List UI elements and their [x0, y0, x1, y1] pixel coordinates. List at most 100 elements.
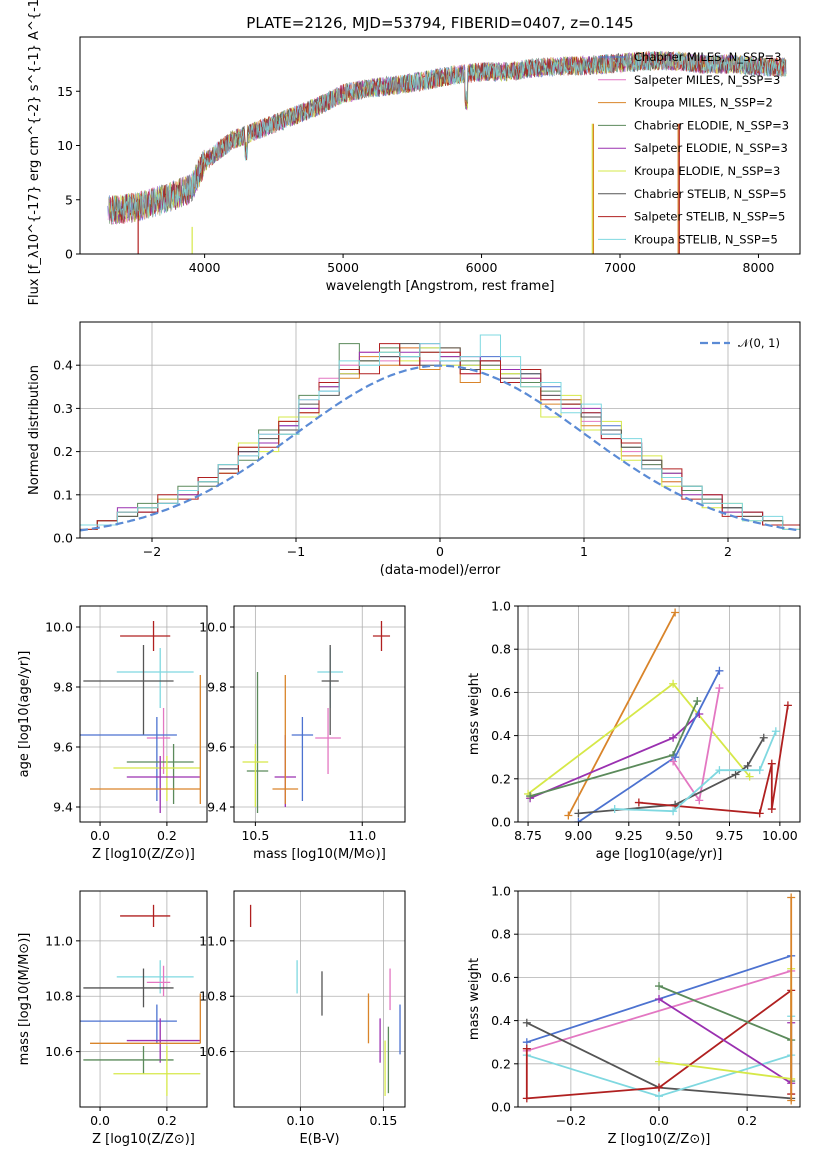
- plus-marker: [787, 1096, 796, 1105]
- axes-frame: [79, 321, 801, 539]
- y-axis-label: mass weight: [467, 673, 482, 755]
- plus-marker: [669, 679, 678, 688]
- plus-marker: [783, 701, 792, 710]
- y-tick-label: 9.4: [207, 800, 227, 815]
- mass-weight-line: [658, 968, 793, 1080]
- legend-label: Kroupa ELODIE, N_SSP=3: [634, 164, 780, 178]
- legend-label: 𝒩(0, 1): [738, 336, 780, 350]
- x-tick-label: 0.10: [286, 1113, 314, 1128]
- y-tick-label: 10.0: [199, 620, 227, 635]
- plus-marker: [767, 805, 776, 814]
- legend-label: Salpeter MILES, N_SSP=3: [634, 73, 780, 87]
- axes-frame: [79, 890, 208, 1108]
- x-tick-label: 2: [724, 544, 732, 559]
- plot-area: [522, 893, 796, 1105]
- x-axis-label: wavelength [Angstrom, rest frame]: [326, 279, 555, 294]
- y-axis-label: age [log10(age/yr)]: [17, 651, 32, 778]
- y-tick-label: 0.8: [491, 642, 511, 657]
- axes-frame: [233, 605, 406, 823]
- plus-marker: [771, 727, 780, 736]
- x-tick-label: 4000: [189, 260, 221, 275]
- x-tick-label: 8.75: [514, 828, 542, 843]
- y-tick-label: 10: [57, 138, 73, 153]
- x-tick-label: 9.25: [615, 828, 643, 843]
- plus-marker: [574, 809, 583, 818]
- y-tick-label: 0.2: [53, 444, 73, 459]
- x-tick-label: −1: [287, 544, 305, 559]
- legend-label: Kroupa MILES, N_SSP=2: [634, 96, 773, 110]
- plus-marker: [731, 770, 740, 779]
- mass-weight-line: [526, 970, 792, 1052]
- z-mass-panel: 0.0 0.2 10.6 10.8 11.0 Z [log10(Z/Z⊙)] mass [l…: [17, 890, 208, 1147]
- plus-marker: [693, 697, 702, 706]
- plot-area: [524, 608, 792, 822]
- plot-area: [80, 904, 201, 1096]
- y-tick-label: 10.8: [45, 989, 73, 1004]
- plot-area: [249, 904, 401, 1096]
- legend-label: Salpeter ELODIE, N_SSP=3: [634, 141, 788, 155]
- y-tick-label: 0.4: [491, 1013, 511, 1028]
- plus-marker: [522, 1044, 531, 1053]
- y-tick-label: 1.0: [491, 599, 511, 614]
- y-tick-label: 0.0: [53, 531, 73, 546]
- y-axis-label: Normed distribution: [27, 365, 42, 495]
- x-tick-label: 9.75: [716, 828, 744, 843]
- x-tick-label: 0: [436, 544, 444, 559]
- chart-title: PLATE=2126, MJD=53794, FIBERID=0407, z=0…: [246, 14, 633, 32]
- histogram-step: [80, 334, 800, 530]
- y-tick-label: 0.4: [491, 728, 511, 743]
- y-tick-label: 0.0: [491, 815, 511, 830]
- y-tick-label: 11.0: [199, 933, 227, 948]
- age-massweight-panel: 8.75 9.00 9.25 9.50 9.75 10.00 0.0 0.2 0.4 0.6 0.8…: [467, 599, 801, 862]
- y-tick-label: 9.6: [207, 740, 227, 755]
- plus-marker: [767, 759, 776, 768]
- x-axis-label: Z [log10(Z/Z⊙)]: [92, 847, 195, 862]
- legend-label: Chabrier STELIB, N_SSP=5: [634, 187, 786, 201]
- spectrum-line: [110, 51, 786, 224]
- x-tick-label: 7000: [604, 260, 636, 275]
- plus-marker: [655, 1092, 663, 1101]
- plus-marker: [669, 733, 678, 742]
- mass-age-panel: 10.5 11.0 9.4 9.6 9.8 10.0 mass [log10(M/M⊙)]: [199, 605, 406, 862]
- plus-marker: [787, 893, 796, 902]
- plus-marker: [669, 757, 678, 766]
- mass-weight-line: [567, 612, 676, 816]
- plus-marker: [574, 818, 583, 822]
- legend-label: Chabrier ELODIE, N_SSP=3: [634, 118, 789, 132]
- y-tick-label: 0.8: [491, 927, 511, 942]
- legend-label: Kroupa STELIB, N_SSP=5: [634, 232, 778, 246]
- x-tick-label: 6000: [466, 260, 498, 275]
- x-tick-label: 0.2: [737, 1113, 757, 1128]
- y-axis-label: mass weight: [467, 958, 482, 1040]
- x-axis-label: age [log10(age/yr)]: [596, 847, 723, 862]
- plus-marker: [655, 1057, 663, 1066]
- y-tick-label: 0.1: [53, 487, 73, 502]
- plus-marker: [671, 753, 680, 762]
- plus-marker: [671, 608, 680, 617]
- plus-marker: [564, 811, 573, 820]
- y-tick-label: 9.6: [53, 740, 73, 755]
- plus-marker: [655, 1083, 663, 1092]
- plus-marker: [755, 766, 764, 775]
- y-tick-label: 9.8: [207, 680, 227, 695]
- plus-marker: [715, 684, 724, 693]
- y-tick-label: 0.2: [491, 1056, 511, 1071]
- plus-marker: [755, 809, 764, 818]
- x-tick-label: 0.2: [157, 1113, 177, 1128]
- legend-label: Salpeter STELIB, N_SSP=5: [634, 210, 785, 224]
- plus-marker: [669, 807, 678, 816]
- plus-marker: [745, 772, 754, 781]
- y-tick-label: 0.3: [53, 401, 73, 416]
- x-tick-label: 8000: [743, 260, 775, 275]
- ebv-mass-panel: 0.10 0.15 10.6 10.8 11.0 E(B-V): [199, 890, 406, 1147]
- y-tick-label: 15: [57, 84, 73, 99]
- y-tick-label: 10.0: [45, 620, 73, 635]
- axes-frame: [79, 36, 801, 255]
- y-tick-label: 0.0: [491, 1100, 511, 1115]
- residual-histogram-panel: −2 −1 0 1 2 0.0 0.1 0.2 0.3 0.4 (data-model)/error…: [27, 321, 801, 578]
- plus-marker: [695, 796, 704, 805]
- legend-label: Chabrier MILES, N_SSP=3: [634, 50, 781, 64]
- plot-area: [80, 334, 800, 532]
- y-tick-label: 10.6: [199, 1044, 227, 1059]
- y-tick-label: 0.6: [491, 970, 511, 985]
